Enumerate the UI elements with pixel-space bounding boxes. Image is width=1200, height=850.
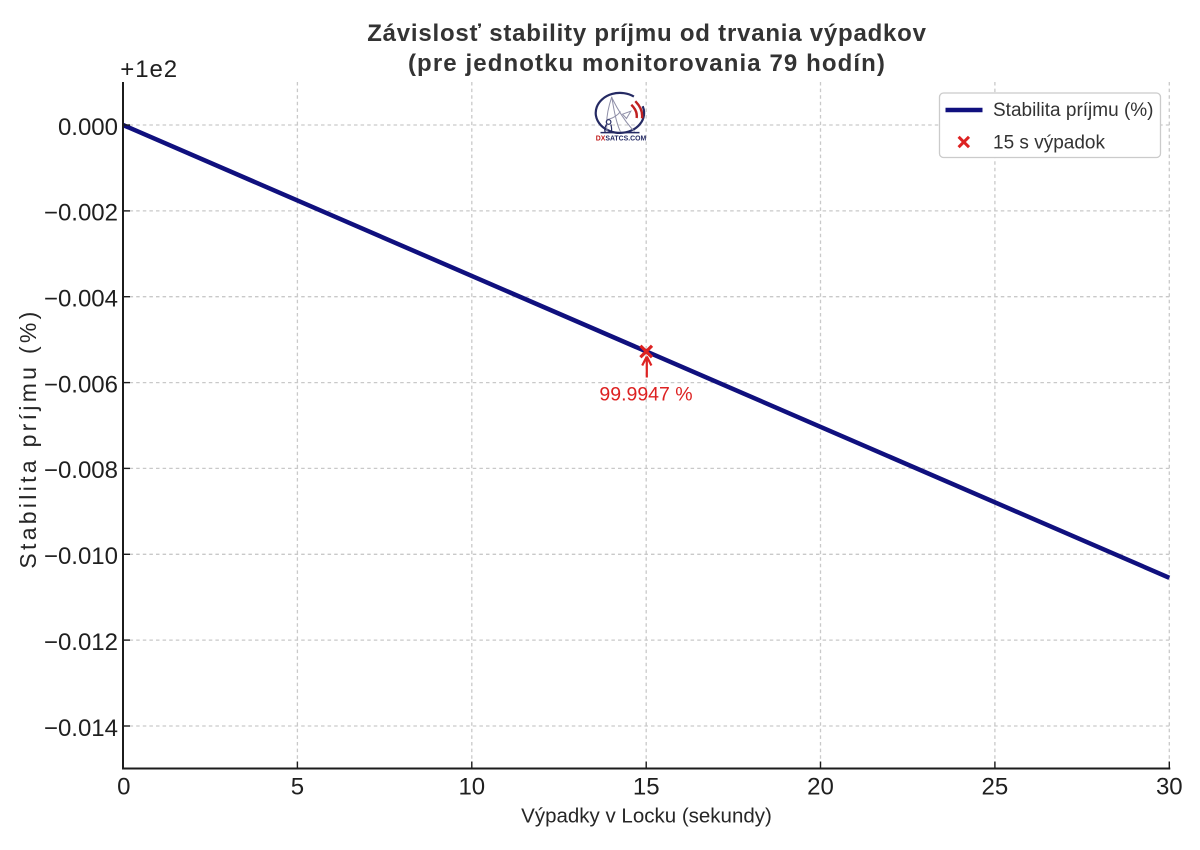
svg-text:Stabilita príjmu (%): Stabilita príjmu (%) [993,100,1154,121]
svg-text:−0.008: −0.008 [44,457,118,484]
svg-text:0: 0 [117,774,130,801]
svg-text:99.9947 %: 99.9947 % [599,384,692,406]
svg-text:Stabilita príjmu (%): Stabilita príjmu (%) [15,308,41,568]
svg-text:−0.014: −0.014 [44,715,118,742]
svg-text:Závislosť stability príjmu od: Závislosť stability príjmu od trvania vý… [367,20,927,47]
svg-text:−0.004: −0.004 [44,286,118,313]
svg-text:15: 15 [633,774,660,801]
svg-text:−0.012: −0.012 [44,629,118,656]
svg-text:(pre jednotku monitorovania 79: (pre jednotku monitorovania 79 hodín) [408,50,886,77]
svg-text:15 s výpadok: 15 s výpadok [993,132,1105,153]
svg-text:25: 25 [982,774,1009,801]
svg-text:20: 20 [807,774,834,801]
svg-text:0.000: 0.000 [58,114,118,141]
svg-text:10: 10 [458,774,485,801]
svg-text:−0.006: −0.006 [44,371,118,398]
svg-text:30: 30 [1156,774,1183,801]
svg-text:−0.002: −0.002 [44,200,118,227]
svg-text:Výpadky v Locku (sekundy): Výpadky v Locku (sekundy) [521,805,772,828]
svg-text:DXSATCS.COM: DXSATCS.COM [596,135,647,142]
svg-text:5: 5 [291,774,304,801]
svg-text:−0.010: −0.010 [44,543,118,570]
svg-text:+1e2: +1e2 [120,56,178,83]
